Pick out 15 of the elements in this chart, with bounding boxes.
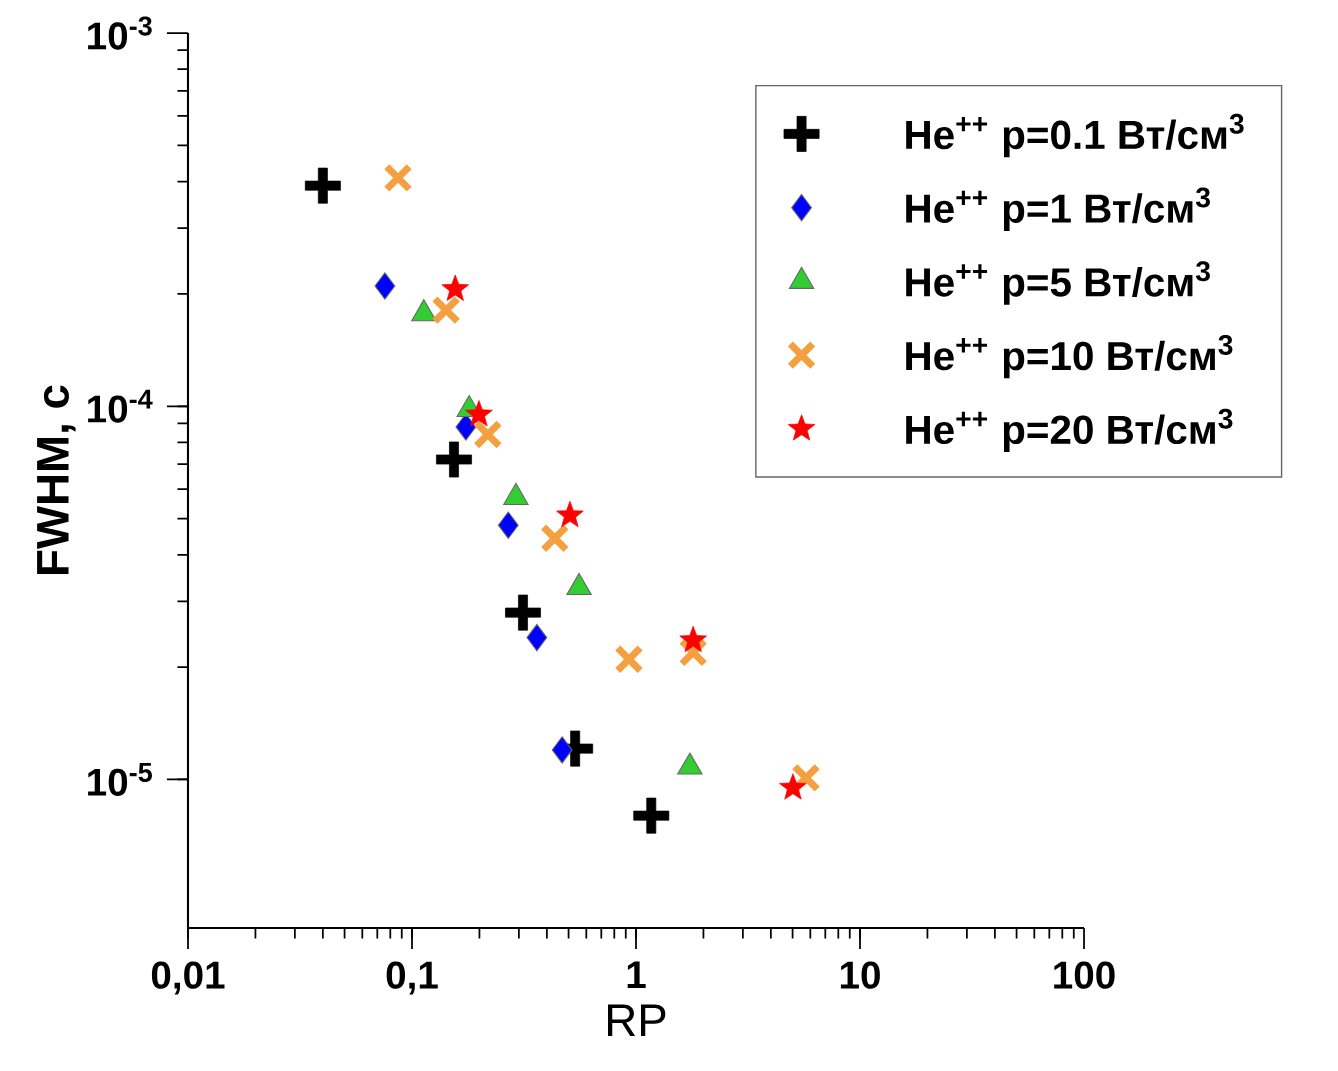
- legend-label: He$^{++}$ p=1 Вт/см$^{3}$: [906, 187, 1210, 231]
- x-tick-label: 100: [1054, 961, 1115, 989]
- x-tick-label: 10: [840, 961, 880, 989]
- y-tick-label: 10$^{-4}$: [88, 389, 153, 423]
- legend-label: He$^{++}$ p=20 Вт/см$^{3}$: [906, 408, 1233, 453]
- x-tick-label: 1: [627, 961, 646, 989]
- y-tick-label: 10$^{-3}$: [88, 16, 152, 50]
- legend-label: He$^{++}$ p=5 Вт/см$^{3}$: [906, 261, 1210, 305]
- legend-label: He$^{++}$ p=0.1 Вт/см$^{3}$: [906, 113, 1244, 158]
- x-tick-label: 0,1: [386, 961, 438, 995]
- x-tick-label: 0,01: [151, 961, 225, 995]
- legend-label: He$^{++}$ p=10 Вт/см$^{3}$: [906, 334, 1233, 379]
- y-axis-title: FWHM, с: [37, 385, 76, 574]
- x-axis-title: RP: [608, 1004, 666, 1036]
- y-tick-label: 10$^{-5}$: [88, 762, 152, 796]
